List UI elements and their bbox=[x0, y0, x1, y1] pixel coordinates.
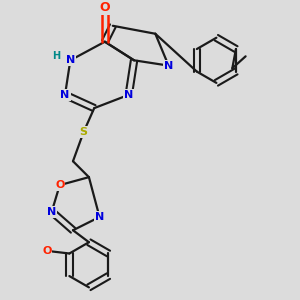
Text: O: O bbox=[55, 180, 64, 190]
Text: N: N bbox=[66, 55, 75, 65]
Text: N: N bbox=[124, 90, 134, 100]
Text: N: N bbox=[164, 61, 173, 70]
Text: O: O bbox=[100, 1, 110, 14]
Text: N: N bbox=[60, 90, 70, 100]
Text: N: N bbox=[95, 212, 104, 222]
Text: N: N bbox=[47, 207, 56, 217]
Text: S: S bbox=[80, 127, 88, 137]
Text: O: O bbox=[42, 246, 52, 256]
Text: H: H bbox=[52, 51, 60, 61]
